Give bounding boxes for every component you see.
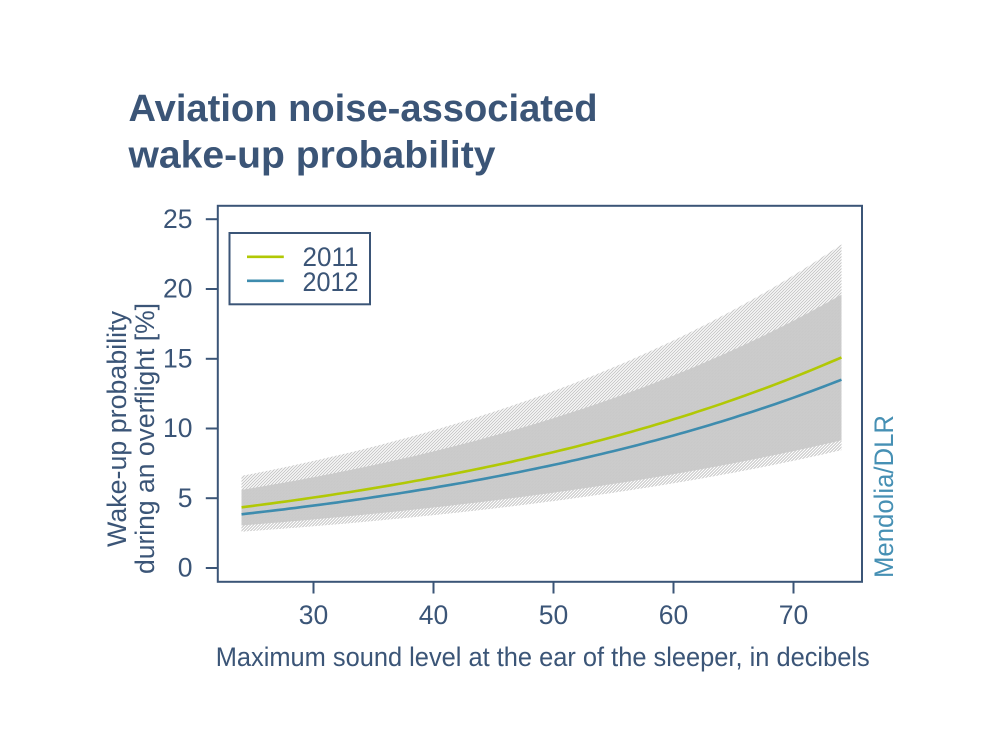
svg-text:Aviation noise-associated: Aviation noise-associated: [129, 88, 598, 130]
svg-text:Maximum sound level at the ear: Maximum sound level at the ear of the sl…: [216, 642, 870, 672]
svg-text:30: 30: [299, 600, 328, 630]
svg-text:50: 50: [539, 600, 568, 630]
svg-text:10: 10: [163, 413, 192, 443]
svg-text:wake-up probability: wake-up probability: [127, 135, 495, 177]
svg-text:25: 25: [163, 204, 192, 234]
svg-text:2011: 2011: [303, 242, 359, 272]
svg-text:20: 20: [163, 274, 192, 304]
svg-text:15: 15: [163, 343, 192, 373]
svg-text:0: 0: [178, 553, 193, 583]
svg-text:70: 70: [779, 600, 808, 630]
svg-text:during an overflight [%]: during an overflight [%]: [130, 303, 160, 574]
svg-text:2012: 2012: [303, 267, 359, 297]
svg-text:Mendolia/DLR: Mendolia/DLR: [869, 415, 899, 578]
svg-text:40: 40: [419, 600, 448, 630]
svg-text:5: 5: [178, 483, 193, 513]
svg-text:60: 60: [659, 600, 688, 630]
svg-text:Wake-up probability: Wake-up probability: [102, 310, 132, 547]
